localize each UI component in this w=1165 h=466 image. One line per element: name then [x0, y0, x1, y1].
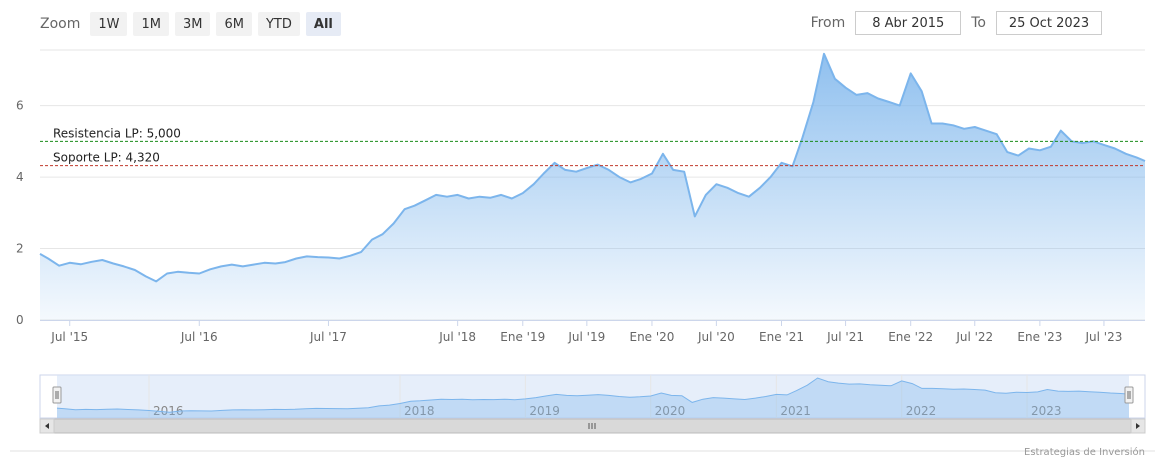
series-area: [40, 53, 1145, 321]
credit-text: Estrategias de Inversión: [1024, 447, 1145, 458]
y-tick-label: 0: [16, 313, 24, 327]
navigator-year-label: 2018: [404, 404, 435, 418]
zoom-ytd-button[interactable]: YTD: [257, 12, 300, 36]
x-tick-label: Ene '19: [500, 330, 545, 344]
navigator-year-label: 2019: [529, 404, 560, 418]
zoom-all-button[interactable]: All: [305, 12, 341, 36]
navigator-area: [57, 378, 1129, 418]
plot-area: Resistencia LP: 5,000 Soporte LP: 4,320: [39, 52, 1146, 321]
axes: 0 2 4 6 Jul '15 Jul '16 Jul '17 Jul '18 Ene '19 J…: [16, 99, 1145, 344]
scroll-right-arrow-icon[interactable]: [1130, 418, 1146, 434]
date-range: From To: [811, 11, 1102, 35]
zoom-1m-button[interactable]: 1M: [133, 12, 169, 36]
support-label: Soporte LP: 4,320: [53, 151, 160, 165]
to-label: To: [971, 15, 986, 31]
x-tick-label: Jul '21: [826, 330, 864, 344]
x-tick-label: Jul '16: [180, 330, 218, 344]
x-tick-label: Ene '21: [759, 330, 804, 344]
y-tick-label: 4: [16, 170, 24, 184]
zoom-1w-button[interactable]: 1W: [90, 12, 128, 36]
to-date-input[interactable]: [996, 11, 1102, 35]
navigator-year-label: 2016: [153, 404, 184, 418]
x-tick-label: Jul '17: [309, 330, 347, 344]
x-tick-label: Ene '23: [1017, 330, 1062, 344]
x-tick-label: Ene '20: [629, 330, 674, 344]
navigator-year-label: 2023: [1031, 404, 1062, 418]
zoom-bar: Zoom 1W 1M 3M 6M YTD All: [40, 11, 341, 37]
zoom-3m-button[interactable]: 3M: [174, 12, 211, 36]
y-tick-label: 2: [16, 242, 24, 256]
x-tick-label: Jul '23: [1085, 330, 1123, 344]
x-tick-label: Jul '15: [50, 330, 88, 344]
series-line: [39, 52, 1146, 283]
navigator-line: [56, 377, 1130, 413]
navigator-selection[interactable]: [57, 375, 1129, 418]
navigator-year-label: 2021: [780, 404, 811, 418]
from-label: From: [810, 15, 846, 31]
navigator-year-label: 2020: [655, 404, 686, 418]
x-tick-label: Jul '19: [567, 330, 605, 344]
x-tick-label: Ene '22: [888, 330, 933, 344]
x-tick-label: Jul '20: [697, 330, 735, 344]
y-tick-label: 6: [16, 99, 24, 113]
x-tick-label: Jul '18: [438, 330, 476, 344]
navigator[interactable]: 2016 2018 2019 2020 2021 2022 2023: [10, 374, 1155, 452]
zoom-6m-button[interactable]: 6M: [216, 12, 252, 36]
zoom-label: Zoom: [40, 16, 81, 32]
from-date-input[interactable]: [855, 11, 962, 35]
navigator-left-handle[interactable]: [52, 386, 62, 404]
navigator-year-label: 2022: [906, 404, 937, 418]
navigator-right-handle[interactable]: [1124, 386, 1134, 404]
resistance-label: Resistencia LP: 5,000: [53, 126, 181, 140]
scroll-left-arrow-icon[interactable]: [39, 418, 55, 434]
scrollbar-grip-icon: [588, 423, 596, 429]
x-tick-label: Jul '22: [955, 330, 993, 344]
